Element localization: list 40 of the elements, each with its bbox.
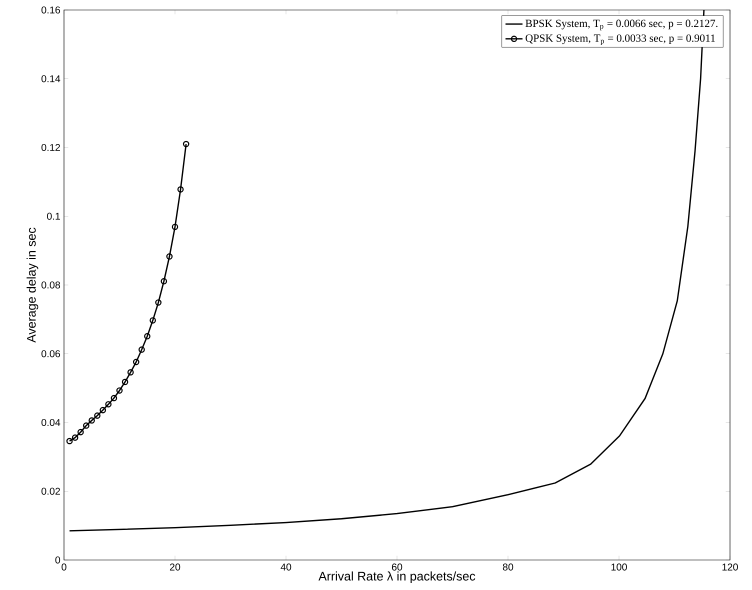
point (116, 387, 123, 394)
point (132, 358, 140, 366)
y-tick-label: 0.06 (41, 350, 60, 358)
point (72, 434, 78, 441)
y-tick-label: 0.04 (41, 418, 60, 426)
point (105, 401, 112, 408)
x-tick-label: 60 (392, 564, 402, 571)
y-tick-label: 0.16 (41, 6, 60, 14)
y-tick-label: 0.08 (41, 281, 60, 289)
point (144, 333, 150, 340)
point (94, 412, 100, 419)
legend-label: QPSK System, T$_{p}$ = 0.0033 sec, p = 0.9011 (526, 34, 715, 46)
x-tick-label: 100 (611, 564, 627, 571)
point (100, 406, 106, 414)
x-tick-label: 20 (170, 564, 180, 571)
x-tick-label: 120 (722, 564, 738, 571)
y-tick-label: 0.02 (41, 488, 60, 495)
point (138, 346, 145, 353)
point (166, 253, 173, 260)
x-tick-label: 80 (502, 564, 514, 571)
legend-label: BPSK System, T$_{p}$ = 0.0066 sec, p = 0.2127. (526, 20, 718, 30)
point (177, 186, 184, 193)
point (160, 278, 168, 284)
point (150, 317, 156, 324)
point (83, 422, 90, 429)
point (77, 428, 84, 436)
y-axis-title: Average delay in sec (26, 228, 38, 343)
y-tick-label: 0.14 (41, 75, 60, 82)
y-tick-label: 0 (55, 556, 60, 564)
point (155, 299, 162, 306)
point (88, 417, 95, 424)
x-tick-label: 40 (280, 564, 292, 571)
y-tick-label: 0.12 (41, 144, 60, 152)
point (122, 378, 128, 386)
y-tick-label: 0.1 (47, 212, 60, 220)
point (127, 369, 134, 376)
point (172, 224, 178, 230)
x-axis-title: Arrival Rate λ in packets/sec (318, 571, 476, 584)
point (110, 394, 118, 402)
x-tick-label: 0 (62, 564, 66, 571)
